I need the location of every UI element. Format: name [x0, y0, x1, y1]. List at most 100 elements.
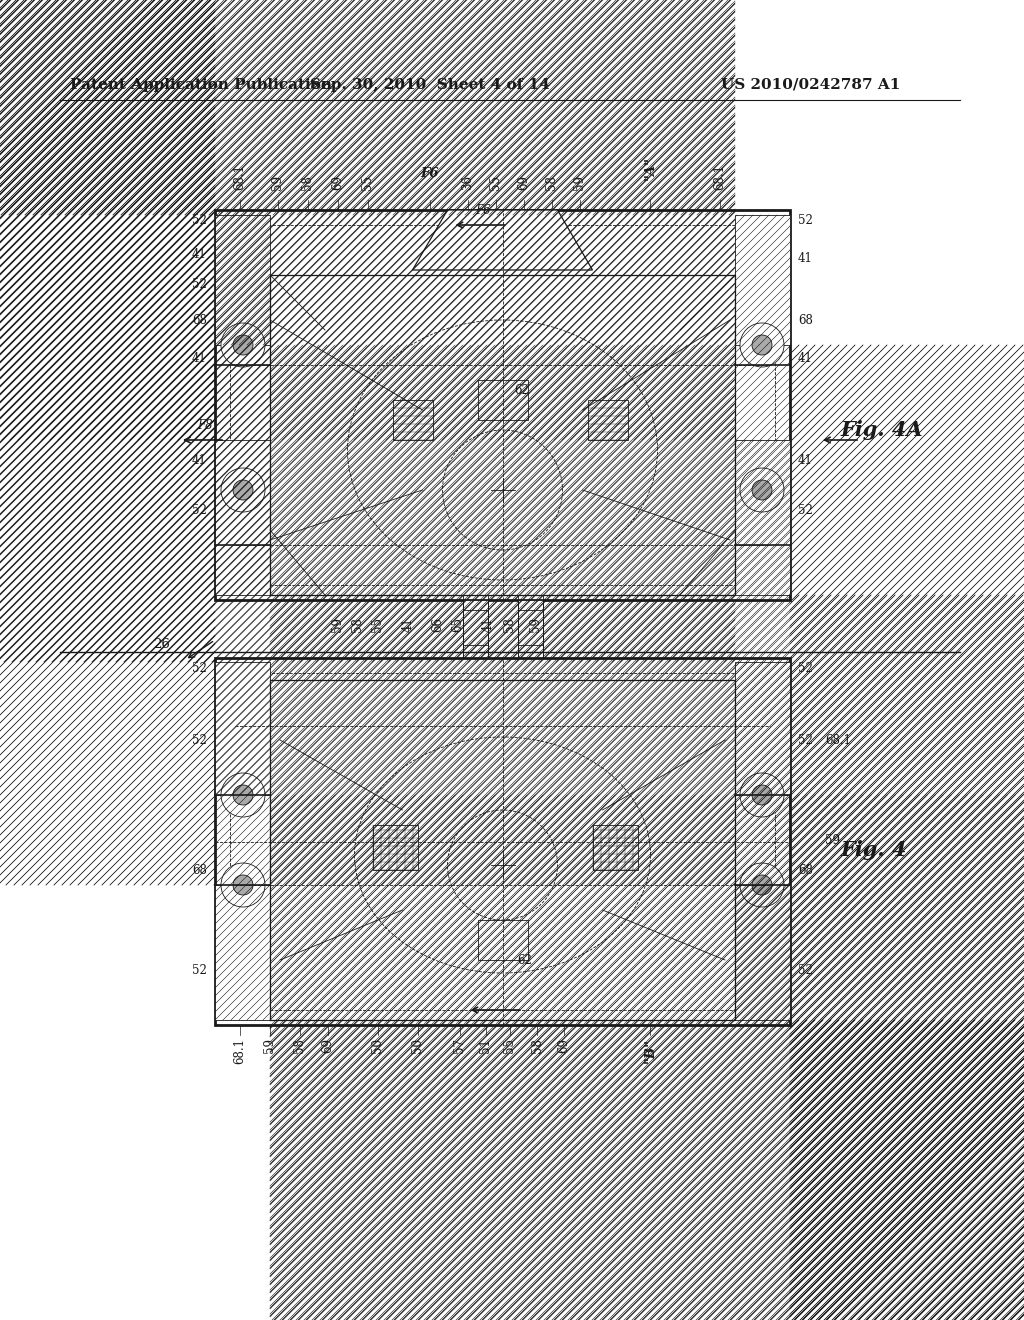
- Circle shape: [221, 469, 265, 512]
- Bar: [230, 673, 775, 1010]
- Text: 68.1: 68.1: [233, 1038, 247, 1064]
- Text: 68.1: 68.1: [714, 164, 726, 190]
- Text: 69: 69: [517, 176, 530, 190]
- Text: 52: 52: [193, 661, 207, 675]
- Text: 62: 62: [517, 953, 532, 966]
- Text: US 2010/0242787 A1: US 2010/0242787 A1: [721, 78, 900, 92]
- Bar: [270, 680, 735, 1020]
- Bar: [517, 610, 543, 645]
- Bar: [215, 440, 270, 595]
- Text: 52: 52: [798, 964, 813, 977]
- Circle shape: [740, 863, 784, 907]
- Text: 51: 51: [479, 1038, 493, 1053]
- Circle shape: [221, 774, 265, 817]
- Bar: [215, 210, 790, 601]
- Bar: [270, 275, 735, 595]
- Bar: [463, 601, 487, 640]
- Circle shape: [740, 774, 784, 817]
- Text: 52: 52: [798, 661, 813, 675]
- Circle shape: [233, 785, 253, 805]
- Circle shape: [752, 335, 772, 355]
- Text: 58: 58: [546, 176, 558, 190]
- Bar: [215, 884, 270, 1020]
- Text: 62: 62: [514, 384, 529, 396]
- Text: 68: 68: [798, 314, 813, 326]
- Bar: [215, 215, 270, 345]
- Text: 52: 52: [193, 279, 207, 292]
- Text: 59: 59: [528, 616, 542, 632]
- Text: 55: 55: [489, 176, 503, 190]
- Bar: [588, 400, 628, 440]
- Text: F8: F8: [198, 418, 213, 432]
- Circle shape: [740, 323, 784, 367]
- Text: 65: 65: [452, 616, 465, 632]
- Text: 68.1: 68.1: [233, 164, 247, 190]
- Text: "A": "A": [643, 156, 656, 180]
- Bar: [735, 884, 790, 1020]
- Bar: [735, 215, 790, 345]
- Text: 41: 41: [193, 454, 207, 466]
- Text: 41: 41: [798, 454, 813, 466]
- Text: 52: 52: [193, 734, 207, 747]
- Bar: [230, 224, 775, 585]
- Circle shape: [233, 335, 253, 355]
- Text: "B": "B": [643, 1038, 656, 1063]
- Circle shape: [752, 785, 772, 805]
- Text: 50: 50: [372, 1038, 384, 1053]
- Bar: [477, 380, 527, 420]
- Bar: [517, 601, 543, 640]
- Circle shape: [233, 875, 253, 895]
- Text: Patent Application Publication: Patent Application Publication: [70, 78, 332, 92]
- Circle shape: [221, 323, 265, 367]
- Text: 52: 52: [798, 214, 813, 227]
- Text: 41: 41: [401, 618, 415, 632]
- Bar: [735, 663, 790, 795]
- Circle shape: [740, 469, 784, 512]
- Text: 41: 41: [481, 618, 495, 632]
- Text: 41: 41: [193, 248, 207, 261]
- Text: 52: 52: [798, 734, 813, 747]
- Bar: [392, 400, 432, 440]
- Bar: [215, 663, 270, 795]
- Text: 59: 59: [263, 1038, 276, 1053]
- Text: 69: 69: [557, 1038, 570, 1053]
- Text: 26: 26: [154, 639, 170, 652]
- Text: 52: 52: [193, 214, 207, 227]
- Text: 52: 52: [193, 964, 207, 977]
- Text: 69: 69: [322, 1038, 335, 1053]
- Text: 59: 59: [271, 176, 285, 190]
- Text: F6: F6: [421, 168, 439, 180]
- Text: Fig. 4A: Fig. 4A: [840, 420, 923, 440]
- Bar: [735, 440, 790, 595]
- Text: 55: 55: [372, 616, 384, 632]
- Text: 52: 52: [798, 503, 813, 516]
- Text: 41: 41: [798, 252, 813, 264]
- Text: 58: 58: [530, 1038, 544, 1053]
- Text: F6: F6: [475, 205, 490, 216]
- Text: 58: 58: [294, 1038, 306, 1053]
- Text: 58: 58: [351, 618, 365, 632]
- Bar: [373, 825, 418, 870]
- Circle shape: [752, 480, 772, 500]
- Bar: [593, 825, 638, 870]
- Text: 68: 68: [193, 314, 207, 326]
- Text: 50: 50: [412, 1038, 425, 1053]
- Text: 59: 59: [825, 833, 840, 846]
- Text: Fig. 4: Fig. 4: [840, 840, 906, 861]
- Text: 36: 36: [462, 176, 474, 190]
- Bar: [477, 920, 527, 960]
- Text: 55: 55: [361, 176, 375, 190]
- Text: 52: 52: [193, 503, 207, 516]
- Bar: [215, 657, 790, 1026]
- Text: 55: 55: [504, 1038, 516, 1053]
- Text: 68: 68: [193, 863, 207, 876]
- Circle shape: [221, 863, 265, 907]
- Text: 66: 66: [431, 616, 444, 632]
- Text: 68: 68: [798, 863, 813, 876]
- Text: 58: 58: [504, 618, 516, 632]
- Text: 69: 69: [332, 176, 344, 190]
- Circle shape: [752, 875, 772, 895]
- Text: 68.1: 68.1: [825, 734, 851, 747]
- Circle shape: [233, 480, 253, 500]
- Text: 57: 57: [454, 1038, 467, 1053]
